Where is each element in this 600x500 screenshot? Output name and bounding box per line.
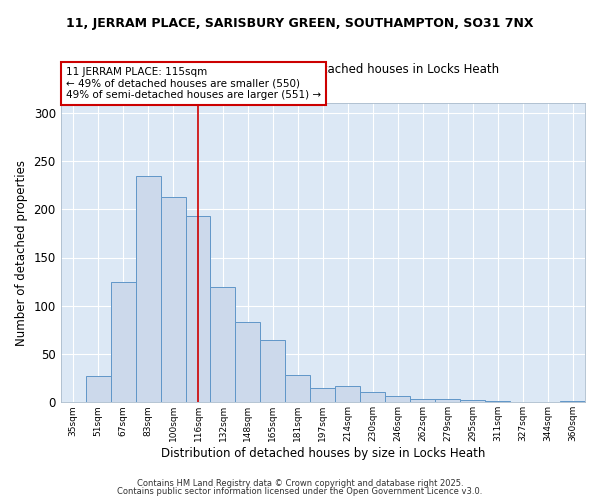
Bar [110, 282, 136, 403]
Y-axis label: Number of detached properties: Number of detached properties [15, 160, 28, 346]
Bar [435, 400, 460, 402]
Bar [260, 340, 286, 402]
Bar [161, 196, 185, 402]
Text: Contains public sector information licensed under the Open Government Licence v3: Contains public sector information licen… [118, 487, 482, 496]
Bar [235, 322, 260, 402]
Text: Contains HM Land Registry data © Crown copyright and database right 2025.: Contains HM Land Registry data © Crown c… [137, 478, 463, 488]
Bar [410, 400, 435, 402]
Bar [286, 376, 310, 402]
Bar [460, 400, 485, 402]
X-axis label: Distribution of detached houses by size in Locks Heath: Distribution of detached houses by size … [161, 447, 485, 460]
Bar [385, 396, 410, 402]
Bar [310, 388, 335, 402]
Bar [335, 386, 360, 402]
Text: 11 JERRAM PLACE: 115sqm
← 49% of detached houses are smaller (550)
49% of semi-d: 11 JERRAM PLACE: 115sqm ← 49% of detache… [66, 67, 321, 100]
Bar [185, 216, 211, 402]
Bar [360, 392, 385, 402]
Bar [136, 176, 161, 402]
Text: 11, JERRAM PLACE, SARISBURY GREEN, SOUTHAMPTON, SO31 7NX: 11, JERRAM PLACE, SARISBURY GREEN, SOUTH… [66, 18, 534, 30]
Title: Size of property relative to detached houses in Locks Heath: Size of property relative to detached ho… [146, 62, 499, 76]
Bar [211, 288, 235, 403]
Bar [86, 376, 110, 402]
